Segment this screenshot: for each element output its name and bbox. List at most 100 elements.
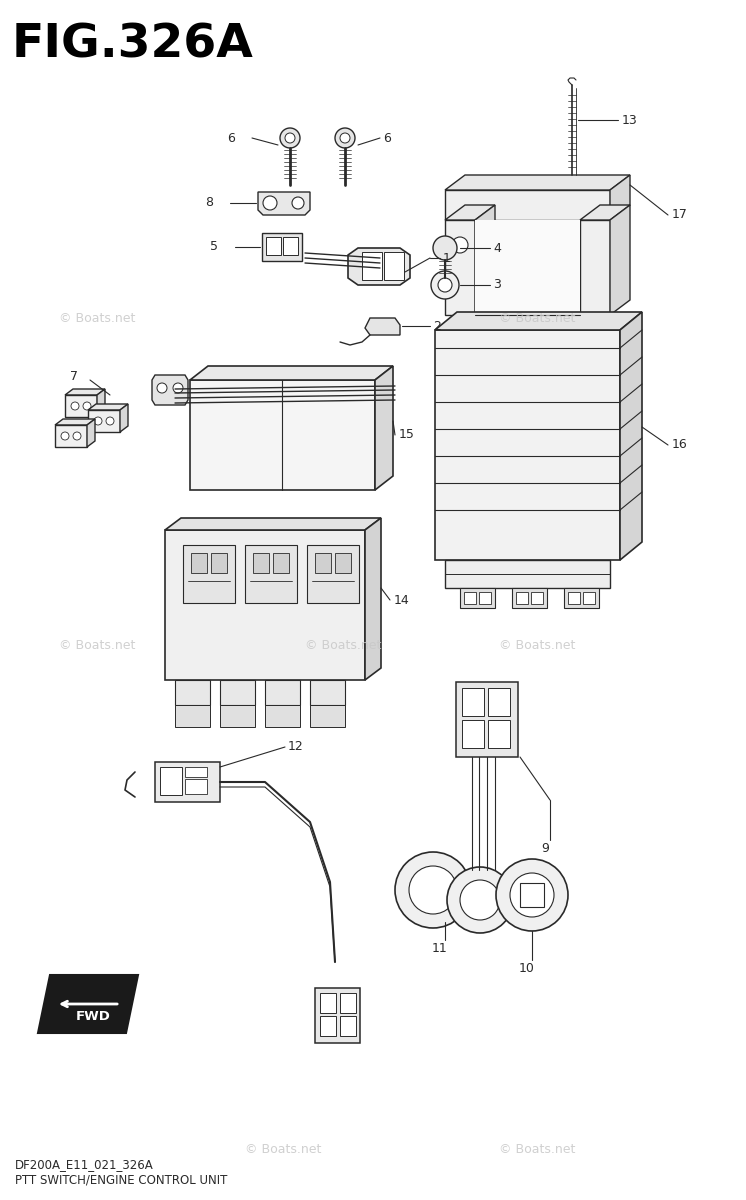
Bar bbox=[384, 252, 404, 280]
Text: 3: 3 bbox=[493, 278, 501, 292]
Bar bbox=[315, 988, 360, 1043]
Bar bbox=[185, 779, 207, 794]
Text: FWD: FWD bbox=[75, 1009, 110, 1022]
Bar bbox=[564, 588, 599, 608]
Polygon shape bbox=[365, 318, 400, 335]
Bar bbox=[475, 220, 580, 314]
Text: © Boats.net: © Boats.net bbox=[59, 312, 135, 324]
Text: 17: 17 bbox=[672, 209, 688, 222]
Polygon shape bbox=[258, 192, 310, 215]
Text: 4: 4 bbox=[493, 241, 501, 254]
Bar bbox=[265, 680, 300, 704]
Text: 10: 10 bbox=[519, 961, 535, 974]
Ellipse shape bbox=[438, 278, 452, 292]
Ellipse shape bbox=[395, 852, 471, 928]
Ellipse shape bbox=[71, 402, 79, 410]
Text: 11: 11 bbox=[432, 942, 448, 954]
Ellipse shape bbox=[157, 383, 167, 392]
Text: 8: 8 bbox=[205, 197, 213, 210]
Polygon shape bbox=[365, 518, 381, 680]
Polygon shape bbox=[375, 366, 393, 490]
Text: © Boats.net: © Boats.net bbox=[305, 640, 381, 652]
Polygon shape bbox=[580, 220, 610, 314]
Bar bbox=[283, 236, 298, 254]
Text: 5: 5 bbox=[210, 240, 218, 253]
Ellipse shape bbox=[173, 383, 183, 392]
Polygon shape bbox=[580, 205, 630, 220]
Polygon shape bbox=[610, 175, 630, 220]
Bar bbox=[220, 680, 255, 704]
Text: 12: 12 bbox=[288, 740, 304, 754]
Text: 2: 2 bbox=[433, 319, 441, 332]
Ellipse shape bbox=[83, 402, 91, 410]
Ellipse shape bbox=[340, 133, 350, 143]
Text: PTT SWITCH/ENGINE CONTROL UNIT: PTT SWITCH/ENGINE CONTROL UNIT bbox=[15, 1174, 228, 1187]
Bar bbox=[175, 680, 210, 704]
Bar bbox=[310, 680, 345, 704]
Polygon shape bbox=[38, 974, 138, 1033]
Text: © Boats.net: © Boats.net bbox=[499, 1144, 575, 1156]
Polygon shape bbox=[610, 205, 630, 314]
Ellipse shape bbox=[263, 196, 277, 210]
Polygon shape bbox=[88, 404, 128, 410]
Polygon shape bbox=[348, 248, 410, 284]
Bar bbox=[220, 704, 255, 727]
Ellipse shape bbox=[460, 880, 500, 920]
Polygon shape bbox=[445, 220, 475, 314]
Bar bbox=[266, 236, 281, 254]
Bar bbox=[320, 994, 336, 1013]
Ellipse shape bbox=[335, 128, 355, 148]
Polygon shape bbox=[445, 175, 630, 190]
Ellipse shape bbox=[292, 197, 304, 209]
Ellipse shape bbox=[61, 432, 69, 440]
Bar bbox=[488, 720, 510, 748]
Polygon shape bbox=[165, 518, 381, 530]
Polygon shape bbox=[65, 389, 105, 395]
Bar bbox=[512, 588, 547, 608]
Bar bbox=[185, 767, 207, 778]
Ellipse shape bbox=[285, 133, 295, 143]
Ellipse shape bbox=[280, 128, 300, 148]
Text: 6: 6 bbox=[227, 132, 235, 144]
Bar bbox=[175, 704, 210, 727]
Bar bbox=[320, 1016, 336, 1036]
Text: © Boats.net: © Boats.net bbox=[245, 1144, 322, 1156]
Bar bbox=[265, 704, 300, 727]
Polygon shape bbox=[87, 419, 95, 446]
Bar bbox=[253, 553, 269, 572]
Polygon shape bbox=[190, 366, 393, 380]
Bar bbox=[211, 553, 227, 572]
Bar bbox=[307, 545, 359, 602]
Bar bbox=[262, 233, 302, 260]
Text: 7: 7 bbox=[70, 370, 78, 383]
Ellipse shape bbox=[452, 236, 468, 253]
Polygon shape bbox=[165, 530, 365, 680]
Ellipse shape bbox=[433, 236, 457, 260]
Ellipse shape bbox=[496, 859, 568, 931]
Text: 13: 13 bbox=[622, 114, 638, 126]
Bar bbox=[245, 545, 297, 602]
Text: © Boats.net: © Boats.net bbox=[59, 640, 135, 652]
Text: 9: 9 bbox=[541, 841, 549, 854]
Polygon shape bbox=[97, 389, 105, 416]
Ellipse shape bbox=[447, 866, 513, 934]
Ellipse shape bbox=[106, 416, 114, 425]
Polygon shape bbox=[55, 419, 95, 425]
Text: DF200A_E11_021_326A: DF200A_E11_021_326A bbox=[15, 1158, 154, 1171]
Bar bbox=[362, 252, 382, 280]
Polygon shape bbox=[190, 380, 375, 490]
Bar bbox=[183, 545, 235, 602]
Polygon shape bbox=[65, 395, 97, 416]
Polygon shape bbox=[435, 330, 620, 560]
Ellipse shape bbox=[409, 866, 457, 914]
Bar bbox=[335, 553, 351, 572]
Text: FIG.326A: FIG.326A bbox=[12, 23, 254, 67]
Text: © Boats.net: © Boats.net bbox=[499, 640, 575, 652]
Bar bbox=[583, 592, 595, 604]
Bar bbox=[462, 720, 484, 748]
Bar bbox=[445, 560, 610, 588]
Text: 6: 6 bbox=[383, 132, 391, 144]
Bar bbox=[456, 682, 518, 757]
Polygon shape bbox=[88, 410, 120, 432]
Polygon shape bbox=[55, 425, 87, 446]
